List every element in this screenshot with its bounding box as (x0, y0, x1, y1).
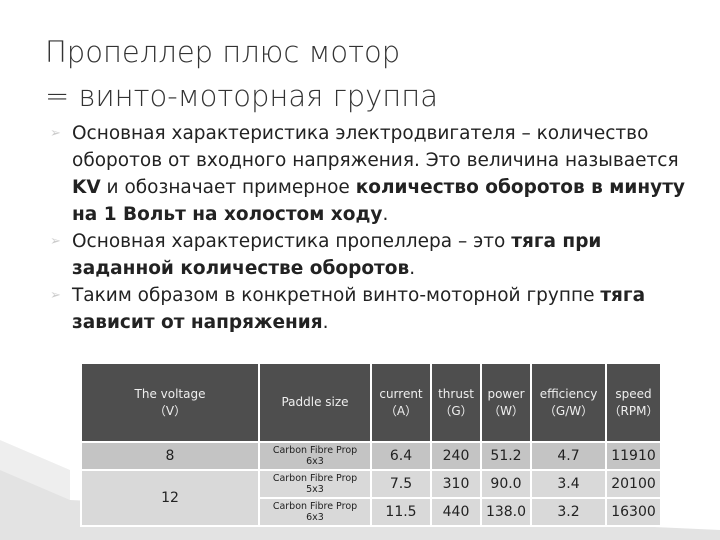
header-text: （W） (488, 403, 524, 418)
paddle-cell: Carbon Fibre Prop 6x3 (258, 441, 372, 471)
header-text: power (487, 386, 525, 401)
header-text: efficiency (539, 386, 598, 401)
value-cell: 11.5 (370, 497, 432, 527)
bullet-text: тяга при заданной количестве оборотов (72, 231, 602, 279)
table-row: 12 Carbon Fibre Prop 5x3 7.5 310 90.0 3.4 20100 (80, 469, 662, 527)
voltage-cell: 8 (80, 441, 260, 471)
bullet-text: Основная характеристика электродвигателя… (72, 123, 679, 171)
bullet-text: . (382, 204, 389, 225)
header-cell: speed （RPM） (605, 362, 662, 443)
paddle-text: 6x3 (306, 512, 324, 523)
header-text: speed (615, 386, 652, 401)
bullet: Таким образом в конкретной винто-моторно… (50, 282, 692, 336)
header-cell: thrust （G） (430, 362, 482, 443)
value-cell: 7.5 (370, 469, 432, 499)
value-cell: 240 (430, 441, 482, 471)
paddle-cell: Carbon Fibre Prop 5x3 (258, 469, 372, 499)
bullet-list: Основная характеристика электродвигателя… (50, 120, 692, 336)
header-text: The voltage (134, 386, 206, 401)
value-cell: 4.7 (530, 441, 607, 471)
paddle-text: Carbon Fibre Prop (272, 473, 358, 484)
header-text: （A） (384, 403, 418, 418)
value-cell: 6.4 (370, 441, 432, 471)
bullet-text: и обозначает примерное (100, 177, 356, 198)
bullet-text: Основная характеристика пропеллера – это (72, 231, 512, 252)
value-cell: 90.0 (480, 469, 532, 499)
bullet-text: Таким образом в конкретной винто-моторно… (72, 285, 601, 306)
table-row: Carbon Fibre Prop 6x3 11.5 440 138.0 3.2 16300 (81, 497, 662, 527)
header-cell: efficiency （G/W） (530, 362, 607, 443)
paddle-text: 5x3 (306, 484, 324, 495)
value-cell: 3.4 (530, 469, 607, 499)
paddle-text: 6x3 (306, 456, 324, 467)
value-cell: 310 (430, 469, 482, 499)
header-text: Paddle size (281, 395, 349, 409)
header-cell: power （W） (480, 362, 532, 443)
value-cell: 11910 (605, 441, 662, 471)
header-text: thrust (438, 386, 474, 401)
header-cell: current （A） (370, 362, 432, 443)
paddle-text: Carbon Fibre Prop (272, 501, 358, 512)
title-line: = винто-моторная группа (45, 79, 439, 113)
paddle-cell: Carbon Fibre Prop 6x3 (258, 497, 372, 527)
paddle-text: Carbon Fibre Prop (272, 445, 358, 456)
voltage-cell: 12 (80, 469, 260, 527)
bullet-text: . (409, 258, 416, 279)
bullet: Основная характеристика пропеллера – это… (50, 228, 692, 282)
value-cell: 138.0 (480, 497, 532, 527)
value-cell: 51.2 (480, 441, 532, 471)
value-cell: 20100 (605, 469, 662, 499)
title-line: Пропеллер плюс мотор (45, 35, 401, 69)
value-cell: 3.2 (530, 497, 607, 527)
header-cell: Paddle size (258, 362, 372, 443)
table-row: 8 Carbon Fibre Prop 6x3 6.4 240 51.2 4.7 11910 (80, 441, 662, 471)
bullet-text: . (322, 312, 329, 333)
header-cell: The voltage （V） (80, 362, 260, 443)
bullet-text: KV (72, 177, 101, 198)
header-text: （RPM） (608, 403, 659, 418)
table-body: 8 Carbon Fibre Prop 6x3 6.4 240 51.2 4.7 11910 1… (80, 441, 662, 527)
value-cell: 16300 (605, 497, 662, 527)
header-row: The voltage （V） Paddle size current （A） thrus… (80, 362, 662, 443)
bullet-text: количество оборотов в минуту на 1 Вольт … (72, 177, 685, 225)
bullet: Основная характеристика электродвигателя… (50, 120, 692, 228)
header-text: （V） (153, 403, 187, 418)
value-cell: 440 (430, 497, 482, 527)
bullet-text: тяга зависит от напряжения (72, 285, 646, 333)
spec-table: The voltage （V） Paddle size current （A） thrus… (80, 362, 662, 527)
header-text: （G/W） (543, 403, 594, 418)
title: Пропеллер плюс мотор = винто-моторная гру… (45, 30, 438, 118)
header-text: current (379, 386, 423, 401)
header-text: （G） (439, 403, 473, 418)
